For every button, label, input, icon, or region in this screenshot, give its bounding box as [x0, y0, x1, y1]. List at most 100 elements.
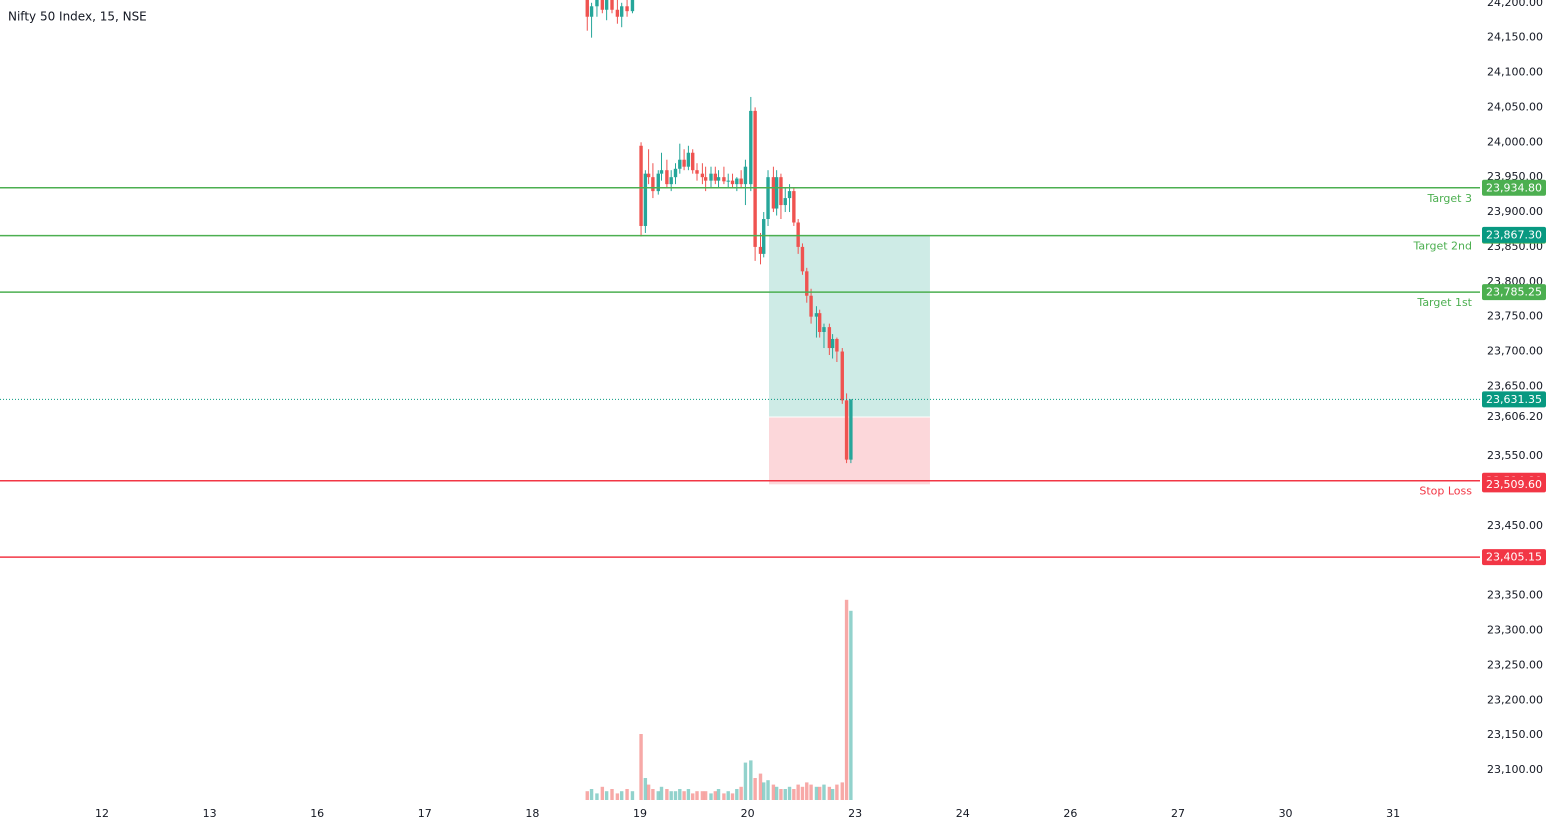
x-tick-label: 17	[418, 807, 432, 820]
position-stop-tag-bg	[1482, 476, 1546, 493]
candle-body	[669, 177, 673, 185]
volume-bar	[805, 782, 809, 800]
candle-body	[625, 6, 629, 12]
candle-body	[796, 222, 800, 247]
y-tick-label: 23,350.00	[1487, 589, 1543, 602]
volume-bar	[686, 789, 691, 800]
volume-bar	[809, 784, 813, 800]
volume-bar	[844, 599, 849, 800]
y-tick-label: 24,100.00	[1487, 66, 1543, 79]
volume-bar	[730, 793, 735, 800]
x-tick-label: 27	[1171, 807, 1185, 820]
volume-bar	[700, 791, 705, 800]
candle-body	[585, 0, 589, 17]
x-tick-label: 30	[1279, 807, 1293, 820]
candle-body	[722, 177, 726, 182]
volume-bar	[814, 786, 819, 800]
x-tick-label: 31	[1386, 807, 1400, 820]
volume-bar	[822, 784, 826, 800]
candle-body	[615, 9, 620, 17]
volume-bar	[630, 791, 635, 800]
candle-body	[639, 145, 643, 226]
volume-bar	[673, 791, 678, 800]
volume-bar	[695, 791, 699, 800]
level-price-tag-bg	[1482, 179, 1546, 196]
level-price-tag: 23,405.15	[1486, 551, 1542, 564]
candle-body	[682, 159, 686, 167]
candle-body	[665, 170, 669, 185]
candle-body	[743, 166, 748, 185]
volume-bar	[766, 780, 770, 800]
last-price-tag-bg	[1482, 391, 1546, 408]
volume-bar	[840, 782, 844, 800]
candle-body	[703, 177, 708, 181]
volume-bar	[651, 789, 655, 800]
candle-body	[840, 351, 844, 401]
volume-bar	[849, 610, 853, 800]
level-label: Target 1st	[1416, 296, 1472, 309]
x-tick-label: 16	[310, 807, 324, 820]
volume-bar	[713, 791, 718, 800]
candle-body	[691, 152, 695, 171]
candle-body	[817, 313, 822, 332]
candle-body	[686, 152, 691, 167]
level-price-tag: 23,934.80	[1486, 181, 1542, 194]
volume-bar	[639, 734, 643, 800]
candle-body	[779, 177, 783, 206]
candle-body	[716, 177, 721, 181]
y-tick-label: 24,000.00	[1487, 135, 1543, 148]
candle-body	[830, 338, 835, 349]
volume-bar	[600, 786, 605, 800]
volume-bar	[800, 786, 805, 800]
y-tick-label: 24,050.00	[1487, 100, 1543, 113]
entry-label: 23,606.20	[1487, 410, 1543, 423]
volume-bar	[771, 784, 776, 800]
y-tick-label: 23,200.00	[1487, 693, 1543, 706]
candle-body	[651, 177, 655, 192]
candle-body	[753, 110, 757, 247]
volume-bar	[703, 791, 708, 800]
volume-bar	[589, 789, 594, 800]
x-tick-label: 23	[848, 807, 862, 820]
candle-body	[713, 173, 718, 181]
volume-bar	[709, 793, 713, 800]
volume-bar	[817, 786, 822, 800]
candle-body	[589, 6, 594, 17]
candle-body	[673, 168, 678, 178]
volume-bar	[716, 789, 721, 800]
volume-bar	[787, 786, 792, 800]
candle-body	[646, 173, 651, 178]
volume-bar	[779, 789, 783, 800]
candle-body	[849, 399, 853, 460]
candle-body	[678, 159, 682, 169]
volume-bar	[792, 789, 796, 800]
volume-bar	[625, 789, 629, 800]
x-tick-label: 20	[741, 807, 755, 820]
position-stop-tag: 23,509.60	[1486, 478, 1542, 491]
volume-bar	[796, 784, 800, 800]
candle-body	[700, 173, 705, 178]
x-tick-label: 26	[1063, 807, 1077, 820]
level-price-tag: 23,785.25	[1486, 286, 1542, 299]
volume-bar	[758, 773, 763, 800]
volume-bar	[835, 784, 839, 800]
candle-body	[771, 177, 776, 209]
volume-bar	[830, 789, 835, 800]
volume-bar	[749, 760, 753, 800]
chart-title: Nifty 50 Index, 15, NSE	[8, 10, 147, 24]
volume-bar	[726, 791, 730, 800]
candle-body	[792, 191, 796, 223]
candle-body	[600, 0, 605, 10]
volume-bar	[783, 789, 787, 800]
volume-bar	[753, 778, 757, 800]
level-label: Target 2nd	[1413, 240, 1472, 253]
volume-bar	[610, 789, 614, 800]
x-tick-label: 19	[633, 807, 647, 820]
y-tick-label: 23,900.00	[1487, 205, 1543, 218]
volume-bar	[615, 793, 620, 800]
candle-body	[844, 400, 849, 460]
volume-bar	[656, 791, 660, 800]
candle-body	[805, 271, 809, 296]
